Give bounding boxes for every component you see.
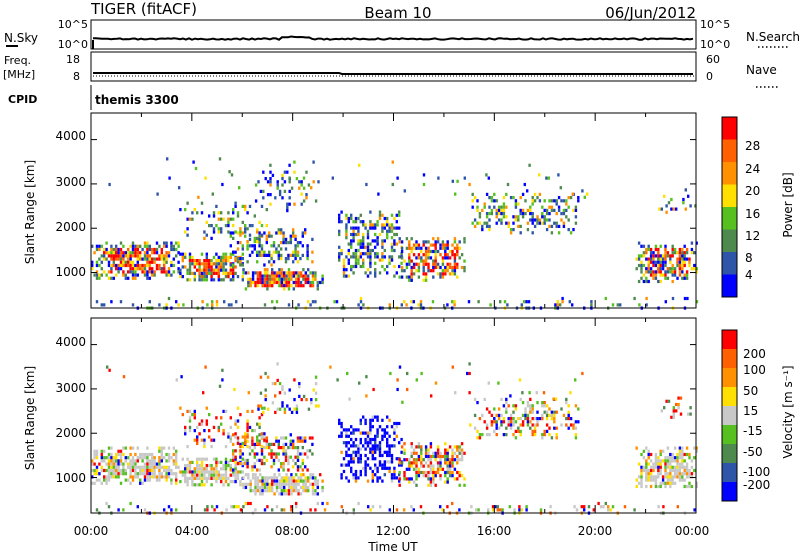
freq-right-tick-bottom: 0	[706, 70, 713, 83]
freq-panel: Freq. [MHz] 18 8 60 0 Nave	[3, 51, 780, 88]
velocity-ylabel: Slant Range [km]	[23, 366, 37, 470]
velocity-data	[91, 362, 698, 515]
header-right: 06/Jun/2012	[605, 4, 696, 22]
xtick-1200: 12:00	[376, 524, 411, 538]
header-left: TIGER (fitACF)	[90, 0, 197, 18]
velocity-cb-tick-m100: -100	[743, 465, 770, 479]
x-axis: 00:00 04:00 08:00 12:00 16:00 20:00 00:0…	[74, 524, 710, 554]
power-cb-tick-20: 20	[745, 184, 760, 198]
sky-right-tick-top: 10^5	[700, 18, 730, 31]
power-cb-tick-12: 12	[745, 229, 760, 243]
xtick-2000: 20:00	[578, 524, 613, 538]
sky-left-label: N.Sky	[4, 31, 38, 45]
cpid-value: themis 3300	[95, 93, 179, 107]
velocity-colorbar	[721, 329, 738, 502]
sky-left-tick-bottom: 10^0	[58, 38, 88, 51]
velocity-cb-tick-50: 50	[743, 384, 758, 398]
cpid-label: CPID	[8, 93, 37, 106]
velocity-cb-tick-100: 100	[743, 363, 766, 377]
freq-label-1: Freq.	[4, 54, 31, 67]
velocity-colorbar-label: Velocity [m s⁻¹]	[781, 365, 795, 458]
cpid-panel: CPID themis 3300	[8, 85, 179, 110]
freq-label-2: [MHz]	[3, 68, 35, 81]
sky-noise-line	[93, 35, 694, 41]
power-cb-tick-16: 16	[745, 207, 760, 221]
power-ytick-4000: 4000	[55, 129, 86, 143]
power-data	[91, 157, 699, 310]
power-ytick-1000: 1000	[55, 265, 86, 279]
power-ylabel: Slant Range [km]	[23, 160, 37, 264]
velocity-cb-tick-m50: -50	[743, 445, 763, 459]
xtick-0400: 04:00	[175, 524, 210, 538]
power-ytick-3000: 3000	[55, 175, 86, 189]
velocity-cb-tick-m200: -200	[743, 478, 770, 492]
freq-right-tick-top: 60	[706, 53, 720, 66]
power-panel: Slant Range [km] 4000 3000 2000 1000 28 …	[23, 112, 795, 310]
freq-left-tick-top: 18	[66, 53, 80, 66]
velocity-cb-tick-15: 15	[743, 404, 758, 418]
velocity-cb-tick-200: 200	[743, 347, 766, 361]
power-colorbar	[721, 116, 738, 298]
header-center: Beam 10	[364, 4, 431, 22]
sky-left-tick-top: 10^5	[58, 18, 88, 31]
freq-right-label: Nave	[746, 63, 777, 77]
velocity-ytick-2000: 2000	[55, 426, 86, 440]
power-cb-tick-4: 4	[745, 268, 753, 282]
power-cb-tick-8: 8	[745, 251, 753, 265]
velocity-ytick-4000: 4000	[55, 335, 86, 349]
velocity-ytick-3000: 3000	[55, 381, 86, 395]
velocity-panel: Slant Range [km] 4000 3000 2000 1000 200…	[23, 317, 795, 515]
xtick-1600: 16:00	[477, 524, 512, 538]
xtick-0800: 08:00	[275, 524, 310, 538]
x-axis-label: Time UT	[367, 540, 418, 554]
freq-line	[93, 72, 693, 75]
sky-panel: N.Sky 10^5 10^0 10^5 10^0 N.Search	[4, 18, 800, 51]
velocity-ytick-1000: 1000	[55, 471, 86, 485]
power-cb-tick-24: 24	[745, 162, 760, 176]
xtick-0000: 00:00	[74, 524, 109, 538]
velocity-cb-tick-m15: -15	[743, 424, 763, 438]
xtick-2400: 00:00	[675, 524, 710, 538]
power-colorbar-label: Power [dB]	[781, 172, 795, 237]
freq-left-tick-bottom: 8	[73, 70, 80, 83]
sky-right-tick-bottom: 10^0	[700, 38, 730, 51]
sky-right-label: N.Search	[746, 30, 800, 44]
power-ytick-2000: 2000	[55, 220, 86, 234]
power-cb-tick-28: 28	[745, 139, 760, 153]
